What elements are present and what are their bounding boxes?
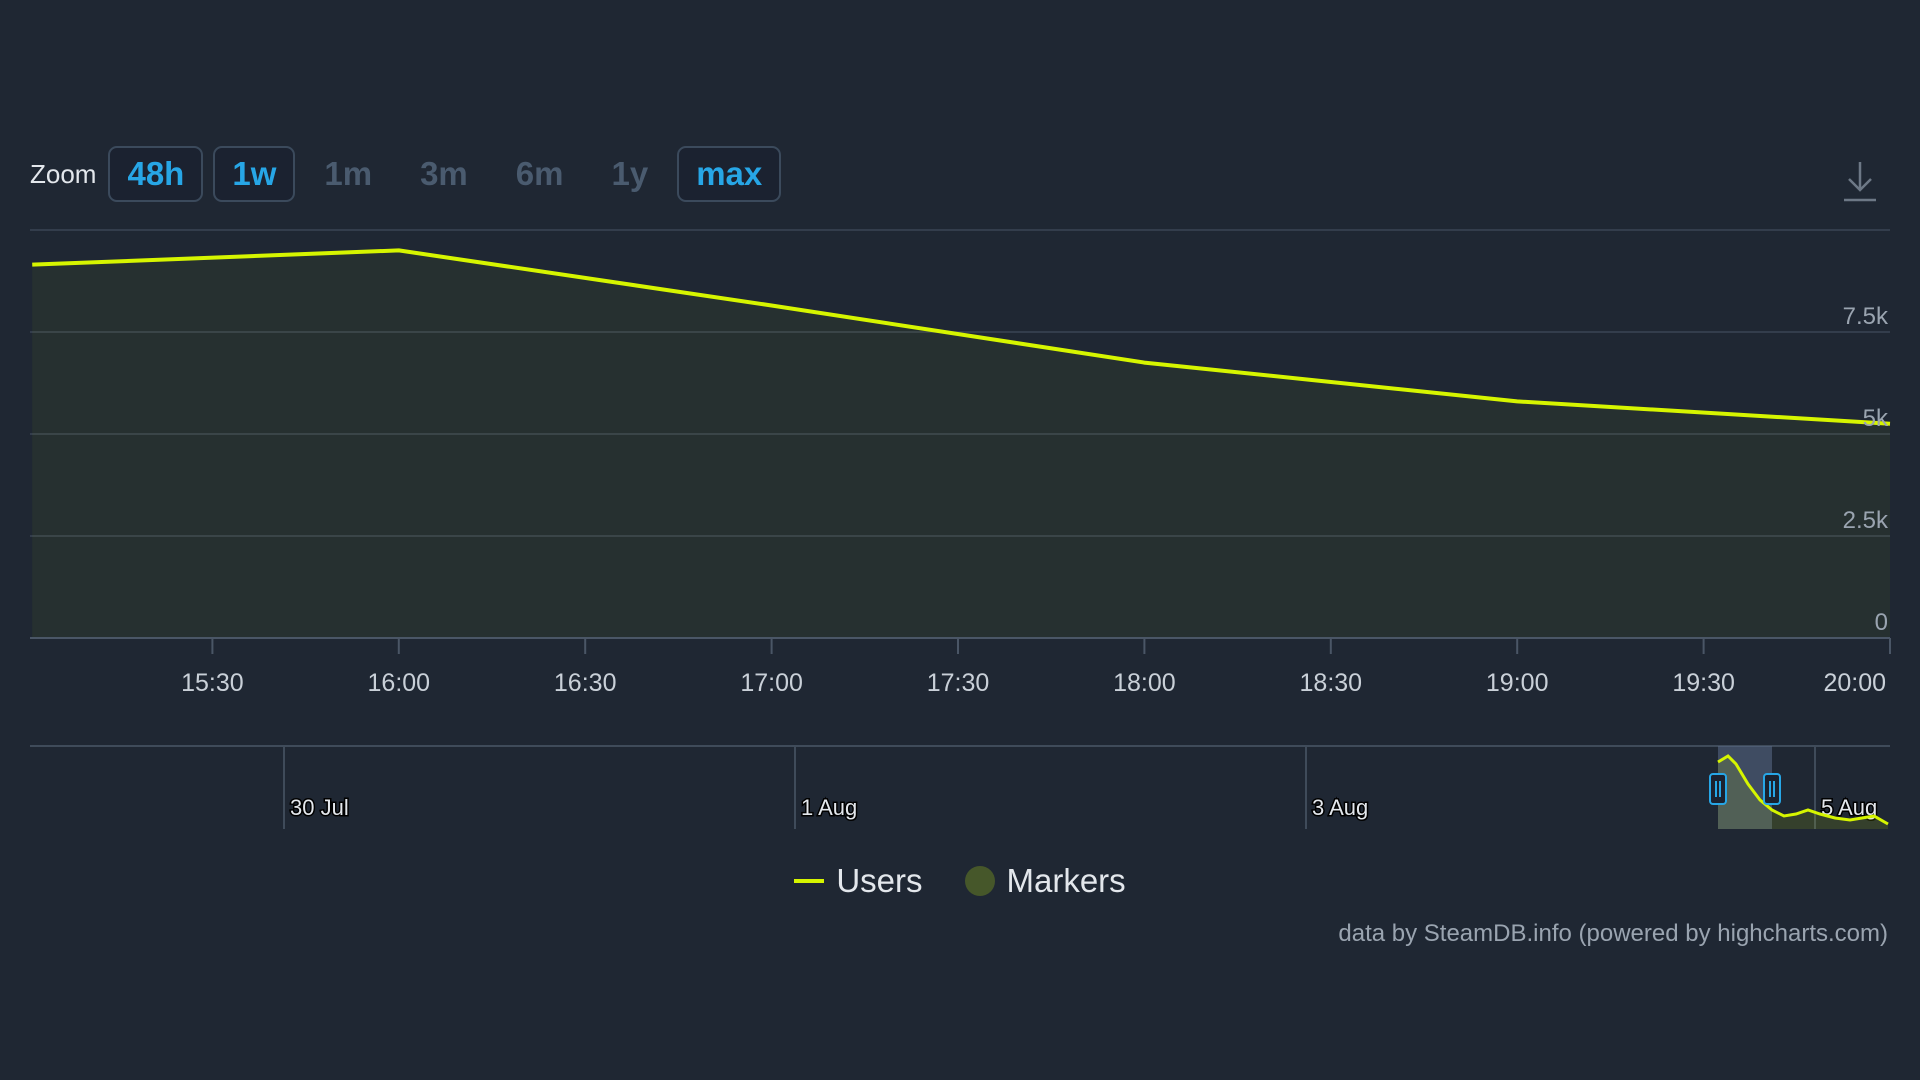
download-icon[interactable]	[1842, 160, 1878, 202]
zoom-label: Zoom	[30, 158, 97, 189]
y-tick-label: 0	[1875, 609, 1888, 636]
zoom-1w-button[interactable]: 1w	[213, 146, 296, 202]
zoom-1y-button[interactable]: 1y	[611, 155, 649, 192]
legend-label-markers: Markers	[1006, 862, 1126, 899]
zoom-48h-button[interactable]: 48h	[108, 146, 204, 202]
x-tick-label: 16:00	[368, 669, 431, 697]
y-tick-label: 7.5k	[1843, 303, 1889, 330]
legend-item-users[interactable]: Users	[794, 862, 923, 900]
zoom-3m-button[interactable]: 3m	[420, 155, 468, 192]
x-tick-label: 19:00	[1486, 669, 1549, 697]
users-area-fill	[32, 250, 1890, 638]
navigator-series-fill	[1718, 756, 1888, 829]
legend-label-users: Users	[836, 862, 923, 899]
y-tick-label: 5k	[1863, 405, 1889, 432]
navigator-date-label: 3 Aug	[1312, 795, 1368, 820]
zoom-6m-button[interactable]: 6m	[515, 155, 564, 192]
legend-dot-symbol	[964, 866, 995, 896]
y-tick-label: 2.5k	[1843, 507, 1889, 534]
x-tick-label: 19:30	[1672, 669, 1735, 697]
x-tick-label: 18:00	[1113, 669, 1176, 697]
chart-legend: Users Markers	[0, 862, 1920, 900]
navigator-date-label: 1 Aug	[801, 795, 857, 820]
x-tick-label: 15:30	[181, 669, 244, 697]
navigator-series-line	[1717, 754, 1889, 826]
x-tick-label: 17:30	[927, 669, 990, 697]
navigator-date-label: 30 Jul	[290, 795, 349, 820]
legend-item-markers[interactable]: Markers	[964, 862, 1126, 900]
legend-line-symbol	[794, 879, 825, 883]
navigator-right-handle[interactable]	[1763, 773, 1781, 805]
zoom-max-button[interactable]: max	[677, 146, 782, 202]
x-tick-label: 20:00	[1823, 669, 1886, 697]
zoom-1m-button[interactable]: 1m	[324, 155, 373, 192]
chart-credits[interactable]: data by SteamDB.info (powered by highcha…	[1338, 920, 1888, 947]
x-tick-label: 18:30	[1300, 669, 1363, 697]
x-tick-label: 16:30	[554, 669, 617, 697]
users-series-line[interactable]	[32, 248, 1891, 426]
zoom-toolbar: Zoom 48h 1w 1m 3m 6m 1y max	[30, 145, 791, 203]
navigator-left-handle[interactable]	[1709, 773, 1727, 805]
x-tick-label: 17:00	[740, 669, 803, 697]
